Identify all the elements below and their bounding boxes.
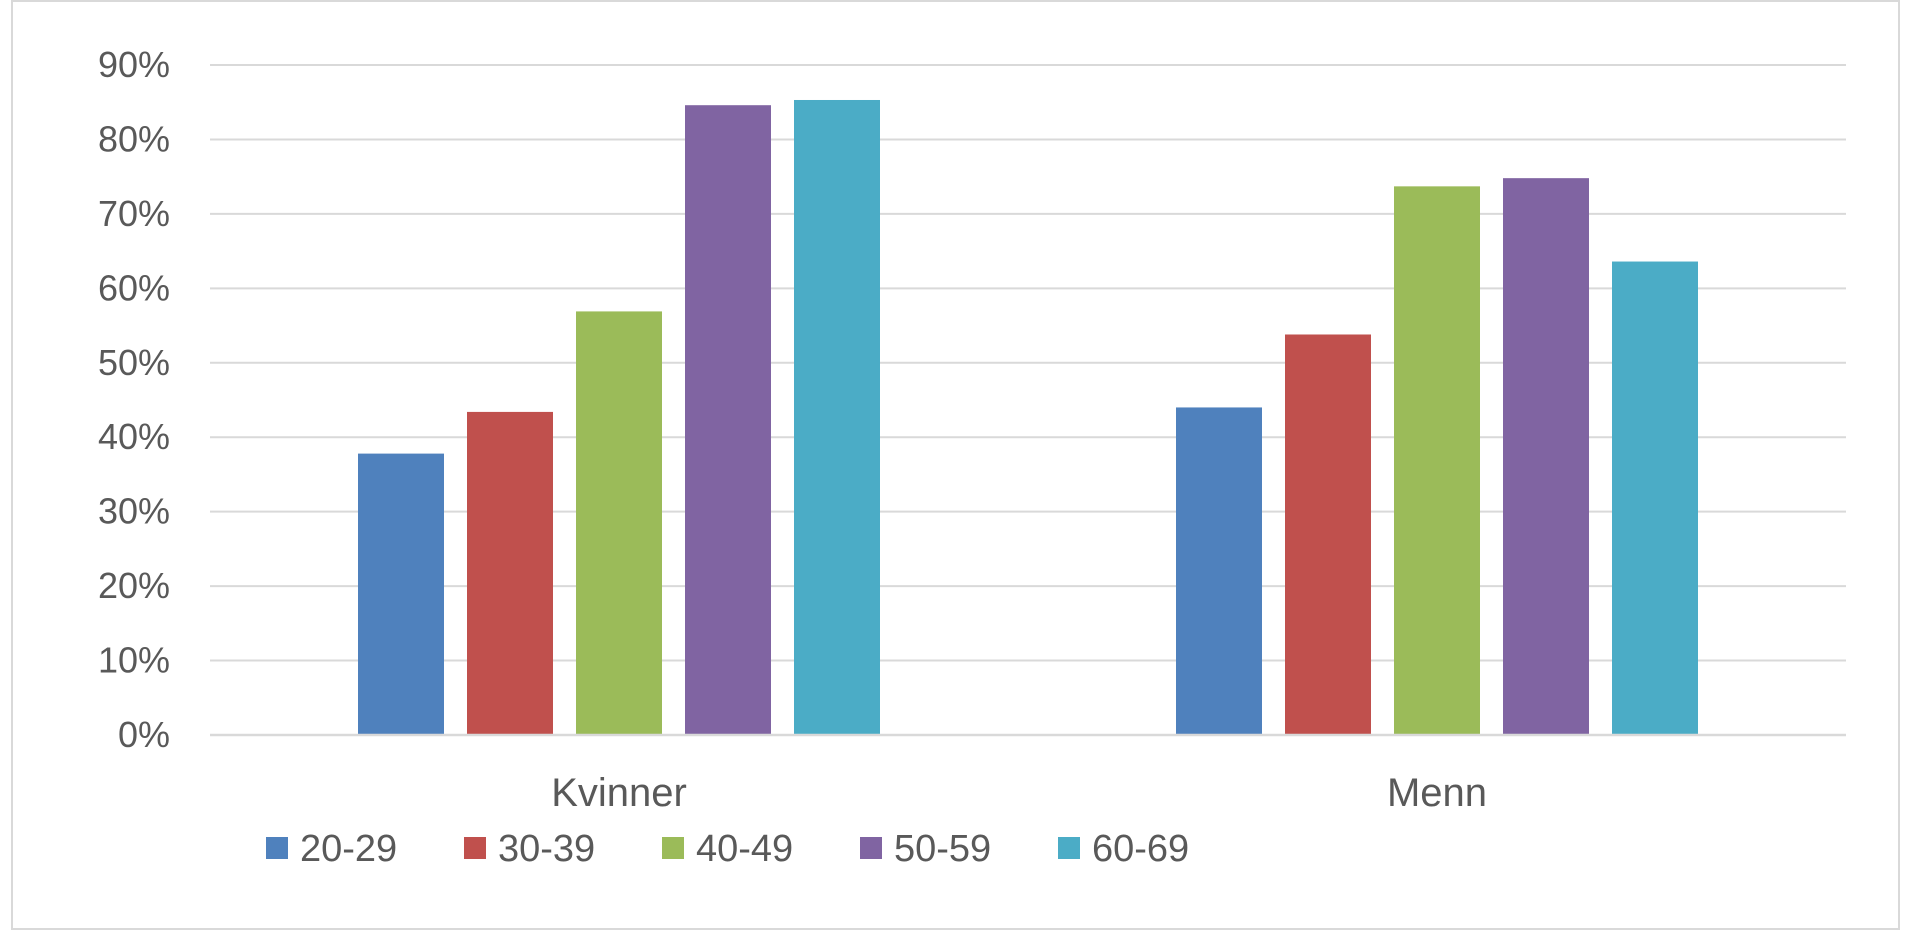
bar-kvinner-30-39 bbox=[467, 411, 553, 735]
legend-swatch bbox=[266, 837, 288, 859]
y-tick-label: 20% bbox=[98, 565, 170, 606]
y-tick-label: 50% bbox=[98, 342, 170, 383]
legend-label: 20-29 bbox=[300, 828, 397, 870]
legend-swatch bbox=[464, 837, 486, 859]
bar-menn-60-69 bbox=[1612, 261, 1698, 735]
legend-swatch bbox=[1058, 837, 1080, 859]
bar-menn-30-39 bbox=[1285, 334, 1371, 735]
x-category-label: Menn bbox=[1387, 771, 1487, 815]
y-tick-label: 40% bbox=[98, 416, 170, 457]
x-category-label: Kvinner bbox=[551, 771, 687, 815]
bar-kvinner-20-29 bbox=[358, 453, 444, 735]
bar-kvinner-60-69 bbox=[794, 99, 880, 735]
bars bbox=[358, 99, 1698, 736]
y-axis-tick-labels: 0% 10% 20% 30% 40% 50% 60% 70% 80% 90% bbox=[98, 44, 170, 755]
gridlines bbox=[210, 64, 1846, 662]
legend-label: 50-59 bbox=[894, 828, 991, 870]
bar-kvinner-40-49 bbox=[576, 311, 662, 735]
y-tick-label: 10% bbox=[98, 640, 170, 681]
y-tick-label: 80% bbox=[98, 118, 170, 159]
y-tick-label: 0% bbox=[118, 714, 170, 755]
legend-label: 60-69 bbox=[1092, 828, 1189, 870]
bar-menn-40-49 bbox=[1394, 186, 1480, 735]
legend-swatch bbox=[860, 837, 882, 859]
legend-swatch bbox=[662, 837, 684, 859]
bar-kvinner-50-59 bbox=[685, 105, 771, 735]
bar-menn-50-59 bbox=[1503, 178, 1589, 736]
legend-label: 30-39 bbox=[498, 828, 595, 870]
y-tick-label: 70% bbox=[98, 193, 170, 234]
y-tick-label: 30% bbox=[98, 491, 170, 532]
y-tick-label: 90% bbox=[98, 44, 170, 85]
y-tick-label: 60% bbox=[98, 267, 170, 308]
legend-label: 40-49 bbox=[696, 828, 793, 870]
legend: 20-29 30-39 40-49 50-59 60-69 bbox=[266, 828, 1189, 870]
x-axis-category-labels: Kvinner Menn bbox=[551, 771, 1487, 815]
bar-menn-20-29 bbox=[1176, 407, 1262, 735]
